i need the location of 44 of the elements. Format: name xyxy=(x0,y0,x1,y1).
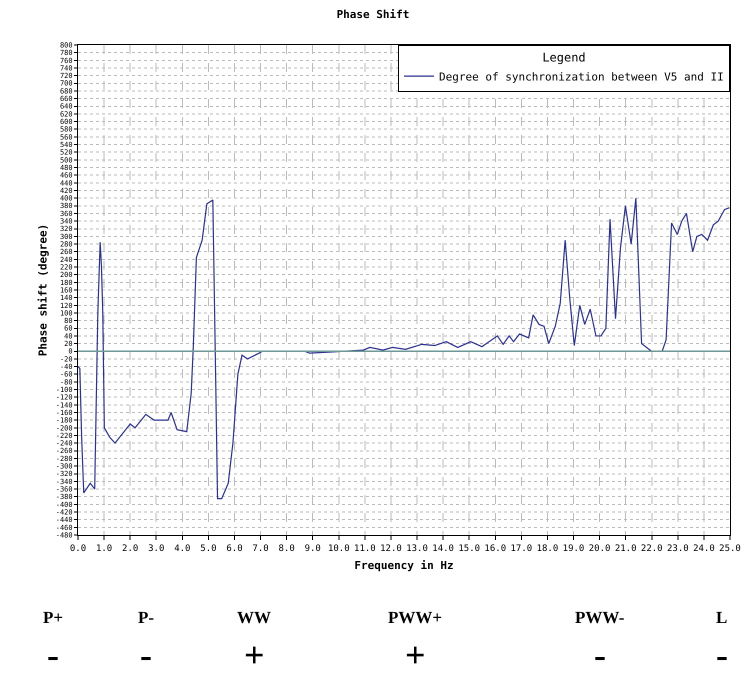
x-tick-label: 24.0 xyxy=(693,544,715,554)
text: + xyxy=(405,635,426,675)
x-tick-label: 0.0 xyxy=(70,544,86,554)
x-tick-label: 3.0 xyxy=(148,544,164,554)
text: P- xyxy=(138,608,154,627)
text: WW xyxy=(237,608,271,627)
x-tick-label: 4.0 xyxy=(174,544,190,554)
text: L xyxy=(716,608,728,627)
chart-title: Phase Shift xyxy=(336,8,410,22)
text: P+ xyxy=(43,608,64,627)
text: - xyxy=(594,635,606,675)
x-tick-label: 19.0 xyxy=(562,544,584,554)
x-tick-label: 13.0 xyxy=(406,544,428,554)
x-tick-label: 18.0 xyxy=(536,544,558,554)
x-tick-label: 22.0 xyxy=(640,544,663,554)
legend-label: Degree of synchronization between V5 and II xyxy=(439,70,724,84)
x-tick-label: 20.0 xyxy=(588,544,610,554)
x-tick-label: 7.0 xyxy=(252,544,269,554)
y-axis-title: Phase shift (degree) xyxy=(36,224,50,356)
x-tick-label: 8.0 xyxy=(278,544,295,554)
x-tick-label: 2.0 xyxy=(122,544,138,554)
x-tick-label: 17.0 xyxy=(510,544,532,554)
x-tick-label: 11.0 xyxy=(354,544,376,554)
x-tick-label: 15.0 xyxy=(458,544,480,554)
x-tick-label: 1.0 xyxy=(96,544,112,554)
legend-title: Legend xyxy=(542,50,586,65)
x-tick-label: 6.0 xyxy=(226,544,243,554)
text: + xyxy=(244,635,265,675)
text: - xyxy=(716,635,728,675)
text: - xyxy=(47,635,59,675)
x-tick-label: 10.0 xyxy=(328,544,350,554)
x-tick-label: 21.0 xyxy=(614,544,637,554)
x-tick-label: 14.0 xyxy=(432,544,454,554)
x-tick-label: 25.0 xyxy=(719,544,741,554)
text: PWW+ xyxy=(388,608,442,627)
x-axis-title: Frequency in Hz xyxy=(354,559,454,572)
x-tick-label: 5.0 xyxy=(200,544,217,554)
x-tick-label: 9.0 xyxy=(304,544,321,554)
text: PWW- xyxy=(575,608,625,627)
line-series xyxy=(78,198,730,500)
x-tick-label: 12.0 xyxy=(380,544,402,554)
x-tick-label: 23.0 xyxy=(666,544,689,554)
text: - xyxy=(140,635,152,675)
x-tick-label: 16.0 xyxy=(484,544,506,554)
